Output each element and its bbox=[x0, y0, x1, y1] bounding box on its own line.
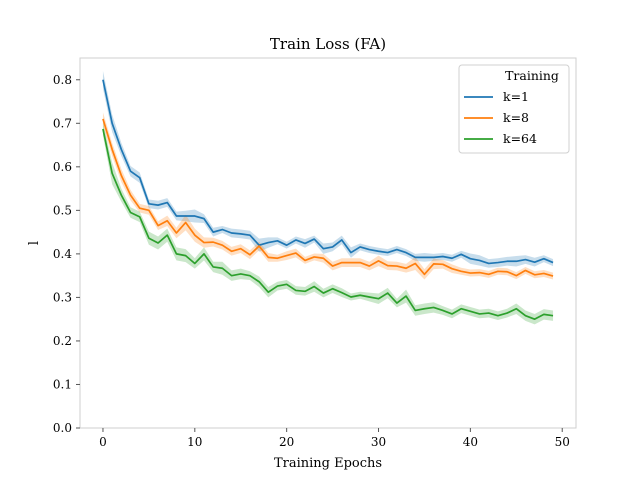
x-tick-label: 30 bbox=[371, 435, 386, 449]
series-line-k=64 bbox=[102, 128, 554, 321]
y-tick-label: 0.6 bbox=[53, 160, 72, 174]
x-tick-label: 40 bbox=[463, 435, 478, 449]
y-tick-label: 0.3 bbox=[53, 290, 72, 304]
legend-box bbox=[458, 64, 570, 154]
x-tick-label: 10 bbox=[187, 435, 202, 449]
x-tick-label: 20 bbox=[279, 435, 294, 449]
y-tick-label: 0.5 bbox=[53, 203, 72, 217]
x-tick-label: 0 bbox=[99, 435, 107, 449]
series-lines bbox=[102, 79, 554, 321]
x-axis-label: Training Epochs bbox=[274, 456, 382, 471]
legend-label-k=8: k=8 bbox=[503, 110, 529, 125]
legend-label-k=64: k=64 bbox=[503, 131, 537, 146]
plot-area-frame bbox=[79, 57, 577, 429]
y-tick-label: 0.2 bbox=[53, 334, 72, 348]
legend: Training k=1 k=8 k=64 bbox=[458, 64, 570, 154]
series-line-k=8 bbox=[102, 118, 554, 277]
y-tick-label: 0.1 bbox=[53, 377, 72, 391]
x-axis-ticks: 0 10 20 30 40 50 bbox=[99, 428, 570, 449]
series-line-k=1 bbox=[102, 79, 554, 265]
y-tick-label: 0.7 bbox=[53, 116, 72, 130]
y-axis-ticks: 0.0 0.1 0.2 0.3 0.4 0.5 0.6 0.7 0.8 bbox=[53, 73, 80, 435]
legend-title: Training bbox=[505, 68, 559, 83]
legend-label-k=1: k=1 bbox=[503, 89, 529, 104]
y-axis-label: l bbox=[27, 241, 42, 245]
y-tick-label: 0.4 bbox=[53, 247, 72, 261]
y-tick-label: 0.8 bbox=[53, 73, 72, 87]
y-tick-label: 0.0 bbox=[53, 421, 72, 435]
x-tick-label: 50 bbox=[555, 435, 570, 449]
chart-title: Train Loss (FA) bbox=[270, 35, 386, 53]
